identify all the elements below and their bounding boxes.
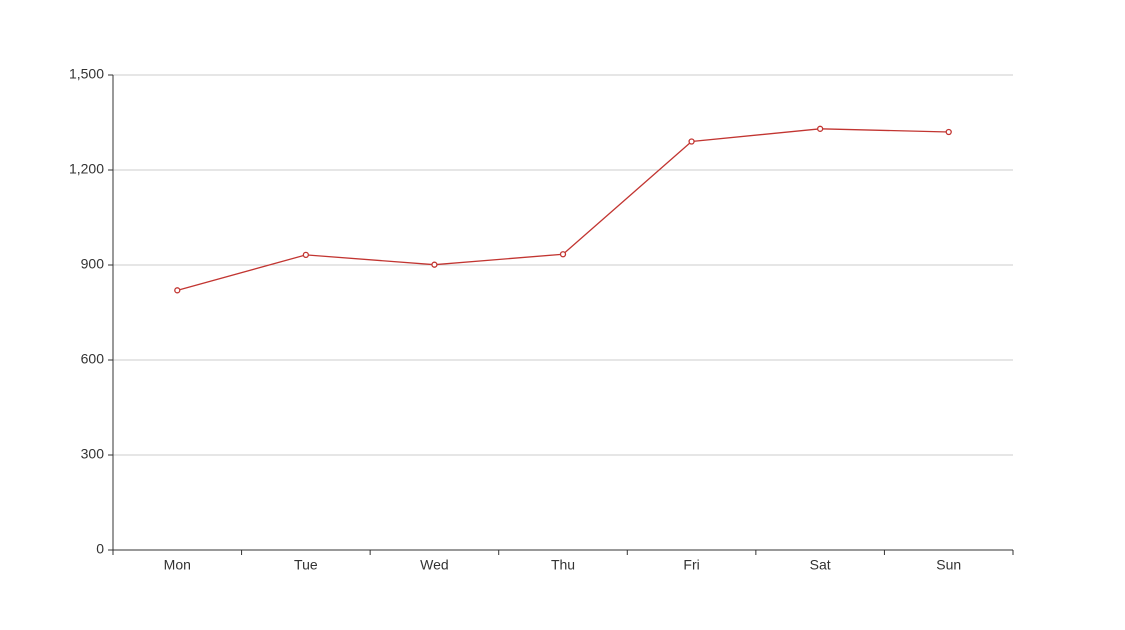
data-point bbox=[816, 125, 824, 132]
x-tick-label: Wed bbox=[420, 557, 449, 573]
data-point bbox=[559, 251, 567, 258]
y-tick-label: 1,500 bbox=[69, 66, 104, 82]
data-line bbox=[177, 128, 949, 291]
data-point bbox=[945, 128, 952, 136]
y-tick-label: 1,200 bbox=[69, 161, 104, 177]
x-tick-label: Mon bbox=[164, 557, 191, 573]
x-tick-label: Tue bbox=[294, 557, 318, 573]
data-point bbox=[431, 261, 438, 268]
x-tick-label: Thu bbox=[551, 557, 575, 573]
data-point bbox=[688, 138, 695, 145]
data-point bbox=[302, 251, 310, 259]
x-tick-label: Fri bbox=[683, 557, 699, 573]
y-tick-label: 600 bbox=[81, 351, 105, 367]
y-tick-label: 300 bbox=[81, 446, 105, 462]
y-tick-label: 900 bbox=[81, 256, 105, 272]
x-tick-label: Sun bbox=[936, 557, 961, 573]
y-tick-label: 0 bbox=[96, 541, 104, 557]
data-point bbox=[174, 287, 181, 294]
x-tick-label: Sat bbox=[810, 557, 831, 573]
